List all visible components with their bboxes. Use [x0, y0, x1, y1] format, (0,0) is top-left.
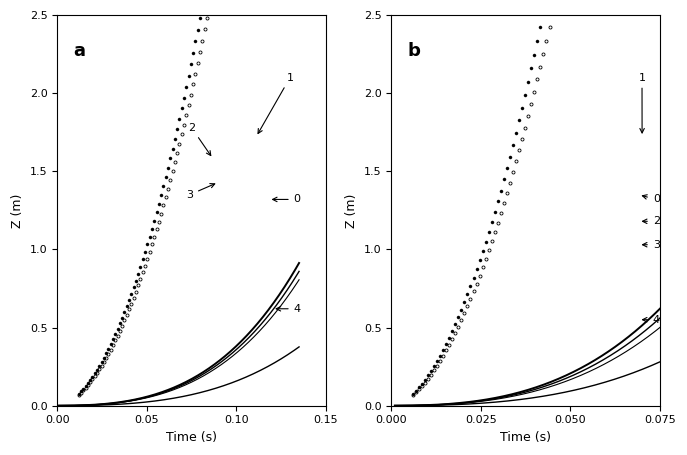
Text: 2: 2 [642, 216, 660, 226]
Text: 0: 0 [273, 194, 301, 204]
Text: 1: 1 [258, 73, 293, 133]
Text: 4: 4 [642, 315, 660, 325]
Y-axis label: Z (m): Z (m) [345, 193, 358, 228]
X-axis label: Time (s): Time (s) [166, 431, 217, 444]
Text: 4: 4 [276, 304, 301, 314]
Text: 1: 1 [638, 73, 646, 133]
Text: 2: 2 [188, 122, 211, 156]
Text: b: b [407, 42, 420, 61]
Text: a: a [74, 42, 85, 61]
X-axis label: Time (s): Time (s) [500, 431, 551, 444]
Text: 3: 3 [186, 183, 215, 200]
Text: 3: 3 [642, 240, 660, 250]
Text: 0: 0 [642, 194, 660, 204]
Y-axis label: Z (m): Z (m) [11, 193, 24, 228]
